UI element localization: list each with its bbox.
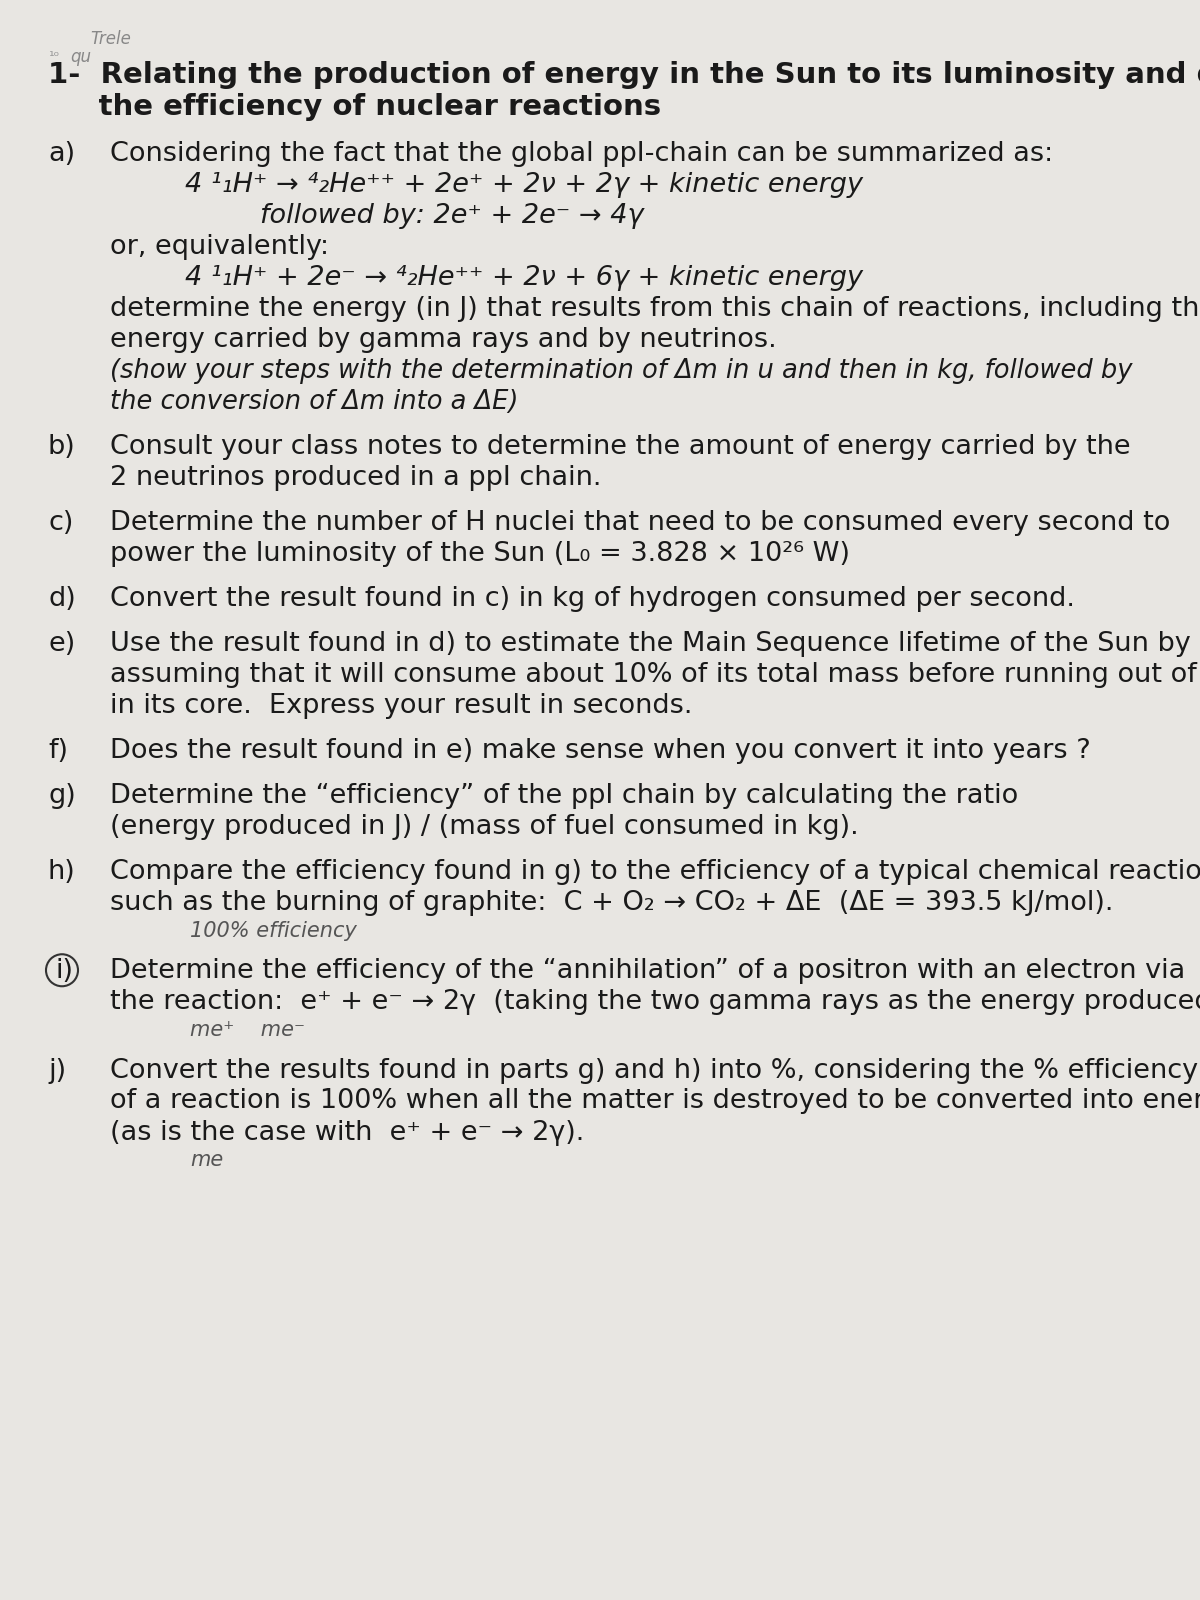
Text: Does the result found in e) make sense when you convert it into years ?: Does the result found in e) make sense w… <box>110 738 1091 765</box>
Text: the reaction:  e⁺ + e⁻ → 2γ  (taking the two gamma rays as the energy produced): the reaction: e⁺ + e⁻ → 2γ (taking the t… <box>110 989 1200 1016</box>
Text: 4 ¹₁H⁺ → ⁴₂He⁺⁺ + 2e⁺ + 2ν + 2γ + kinetic energy: 4 ¹₁H⁺ → ⁴₂He⁺⁺ + 2e⁺ + 2ν + 2γ + kineti… <box>185 171 863 198</box>
Text: of a reaction is 100% when all the matter is destroyed to be converted into ener: of a reaction is 100% when all the matte… <box>110 1088 1200 1115</box>
Text: Convert the result found in c) in kg of hydrogen consumed per second.: Convert the result found in c) in kg of … <box>110 586 1075 611</box>
Text: me: me <box>190 1150 223 1171</box>
Text: 4 ¹₁H⁺ + 2e⁻ → ⁴₂He⁺⁺ + 2ν + 6γ + kinetic energy: 4 ¹₁H⁺ + 2e⁻ → ⁴₂He⁺⁺ + 2ν + 6γ + kineti… <box>185 266 863 291</box>
Text: power the luminosity of the Sun (L₀ = 3.828 × 10²⁶ W): power the luminosity of the Sun (L₀ = 3.… <box>110 541 850 566</box>
Text: followed by: 2e⁺ + 2e⁻ → 4γ: followed by: 2e⁺ + 2e⁻ → 4γ <box>260 203 643 229</box>
Text: 100% efficiency: 100% efficiency <box>190 922 356 941</box>
Text: i): i) <box>56 958 74 984</box>
Text: Compare the efficiency found in g) to the efficiency of a typical chemical react: Compare the efficiency found in g) to th… <box>110 859 1200 885</box>
Text: Consult your class notes to determine the amount of energy carried by the: Consult your class notes to determine th… <box>110 434 1130 461</box>
Text: j): j) <box>48 1058 66 1083</box>
Text: b): b) <box>48 434 76 461</box>
Text: a): a) <box>48 141 76 166</box>
Text: Convert the results found in parts g) and h) into %, considering the % efficienc: Convert the results found in parts g) an… <box>110 1058 1198 1083</box>
Text: determine the energy (in J) that results from this chain of reactions, including: determine the energy (in J) that results… <box>110 296 1200 322</box>
Text: qu: qu <box>70 48 91 66</box>
Text: f): f) <box>48 738 68 765</box>
Text: d): d) <box>48 586 76 611</box>
Text: assuming that it will consume about 10% of its total mass before running out of : assuming that it will consume about 10% … <box>110 662 1200 688</box>
Text: Determine the “efficiency” of the ppI chain by calculating the ratio: Determine the “efficiency” of the ppI ch… <box>110 782 1019 810</box>
Text: Determine the efficiency of the “annihilation” of a positron with an electron vi: Determine the efficiency of the “annihil… <box>110 958 1186 984</box>
Text: 1-  Relating the production of energy in the Sun to its luminosity and determini: 1- Relating the production of energy in … <box>48 61 1200 90</box>
Text: e): e) <box>48 630 76 658</box>
Text: such as the burning of graphite:  C + O₂ → CO₂ + ΔE  (ΔE = 393.5 kJ/mol).: such as the burning of graphite: C + O₂ … <box>110 890 1114 915</box>
Text: the conversion of Δm into a ΔE): the conversion of Δm into a ΔE) <box>110 389 518 414</box>
Text: the efficiency of nuclear reactions: the efficiency of nuclear reactions <box>48 93 661 122</box>
Text: c): c) <box>48 510 73 536</box>
Text: ¹ᵒ: ¹ᵒ <box>48 50 59 64</box>
Text: 2 neutrinos produced in a ppI chain.: 2 neutrinos produced in a ppI chain. <box>110 466 601 491</box>
Text: h): h) <box>48 859 76 885</box>
Text: me⁺    me⁻: me⁺ me⁻ <box>190 1021 305 1040</box>
Text: energy carried by gamma rays and by neutrinos.: energy carried by gamma rays and by neut… <box>110 326 776 354</box>
Text: Trele: Trele <box>90 30 131 48</box>
Text: Use the result found in d) to estimate the Main Sequence lifetime of the Sun by: Use the result found in d) to estimate t… <box>110 630 1190 658</box>
Text: Considering the fact that the global ppI-chain can be summarized as:: Considering the fact that the global ppI… <box>110 141 1054 166</box>
Text: in its core.  Express your result in seconds.: in its core. Express your result in seco… <box>110 693 692 718</box>
Text: Determine the number of H nuclei that need to be consumed every second to: Determine the number of H nuclei that ne… <box>110 510 1170 536</box>
Text: g): g) <box>48 782 76 810</box>
Text: (energy produced in J) / (mass of fuel consumed in kg).: (energy produced in J) / (mass of fuel c… <box>110 814 859 840</box>
Text: or, equivalently:: or, equivalently: <box>110 234 329 259</box>
Text: (as is the case with  e⁺ + e⁻ → 2γ).: (as is the case with e⁺ + e⁻ → 2γ). <box>110 1120 584 1146</box>
Text: (show your steps with the determination of Δm in u and then in kg, followed by: (show your steps with the determination … <box>110 358 1133 384</box>
